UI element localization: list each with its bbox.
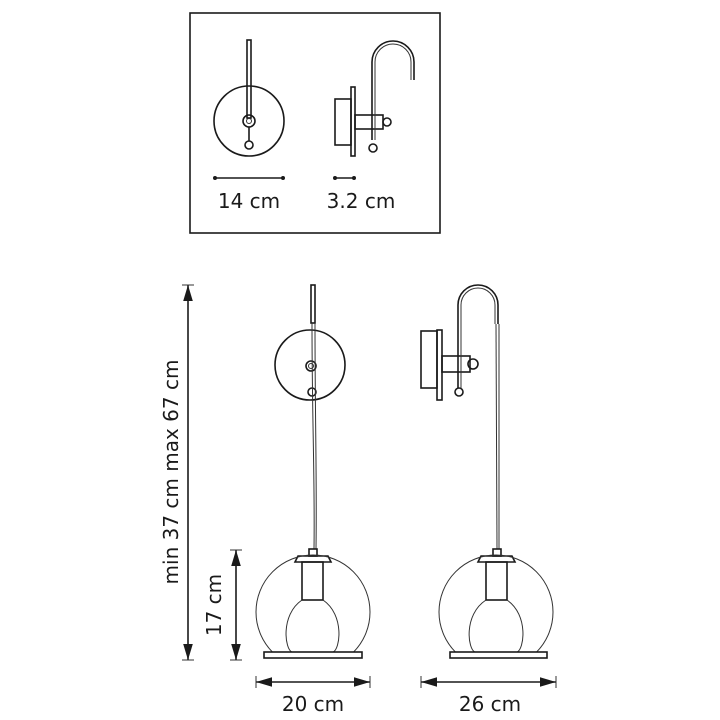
shade-height-label: 17 cm (202, 574, 226, 636)
front-width-label: 20 cm (282, 692, 344, 716)
side-width-label: 26 cm (459, 692, 521, 716)
plate-depth-label: 3.2 cm (327, 189, 396, 213)
total-height-label: min 37 cm max 67 cm (159, 360, 183, 585)
plate-diameter-label: 14 cm (218, 189, 280, 213)
height-dimension: min 37 cm max 67 cm (159, 284, 194, 661)
front-width-dimension: 20 cm (255, 676, 371, 716)
mount-side-view (334, 40, 415, 157)
shade-height-dimension: 17 cm (202, 549, 242, 661)
lamp-front-view (255, 284, 371, 659)
mount-detail-inset: 14 cm 3.2 cm (189, 12, 441, 234)
side-width-dimension: 26 cm (420, 676, 557, 716)
mount-front-view (213, 39, 285, 157)
lamp-side-view (420, 284, 554, 659)
